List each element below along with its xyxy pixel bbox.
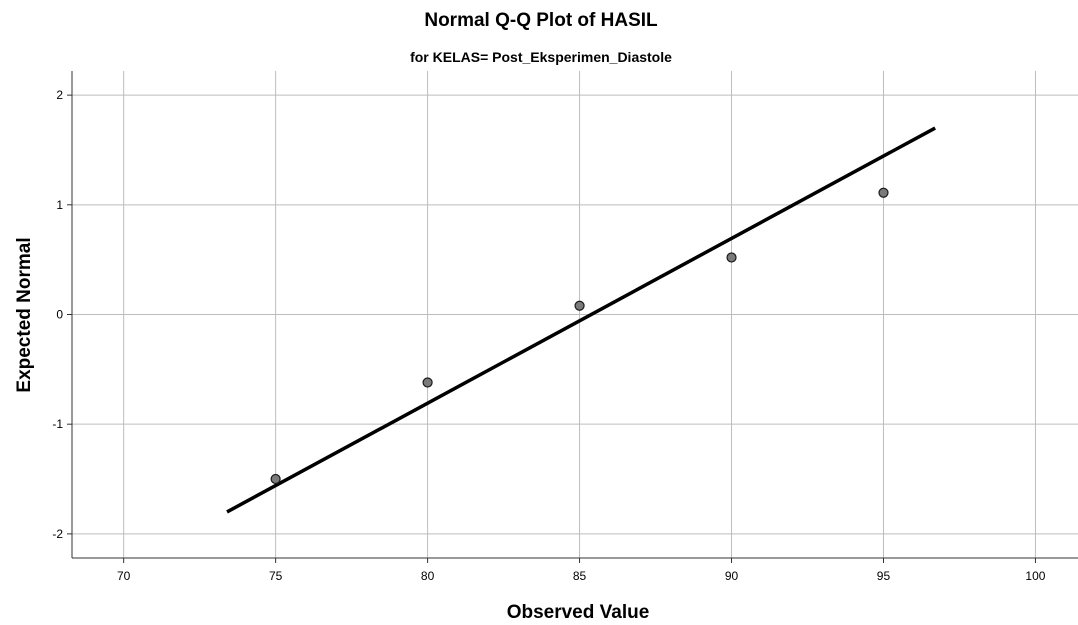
data-point <box>422 377 433 388</box>
y-tick-label: 1 <box>56 198 63 212</box>
axes <box>67 71 1078 563</box>
x-axis-label: Observed Value <box>507 602 650 623</box>
x-tick-label: 85 <box>573 569 587 583</box>
chart-subtitle: for KELAS= Post_Eksperimen_Diastole <box>410 49 672 65</box>
y-tick-label: -2 <box>52 527 63 541</box>
chart-title: Normal Q-Q Plot of HASIL <box>424 10 658 31</box>
reference-line-group <box>226 126 936 514</box>
y-tick-label: 0 <box>56 308 63 322</box>
tick-labels: 70 75 80 85 90 95 100 -2 -1 0 1 2 <box>52 88 1045 583</box>
x-tick-label: 90 <box>725 569 739 583</box>
data-point <box>270 473 281 485</box>
x-tick-label: 100 <box>1025 569 1045 583</box>
reference-line <box>226 126 936 514</box>
data-point <box>878 187 889 198</box>
y-tick-label: -1 <box>52 417 63 431</box>
data-point <box>726 252 737 263</box>
grid-lines <box>72 71 1078 558</box>
y-tick-label: 2 <box>56 88 63 102</box>
x-tick-label: 75 <box>269 569 283 583</box>
data-points <box>270 187 889 485</box>
y-axis-label: Expected Normal <box>14 237 35 392</box>
data-point <box>574 300 585 311</box>
x-tick-label: 95 <box>877 569 891 583</box>
x-tick-label: 70 <box>117 569 131 583</box>
x-tick-label: 80 <box>421 569 435 583</box>
